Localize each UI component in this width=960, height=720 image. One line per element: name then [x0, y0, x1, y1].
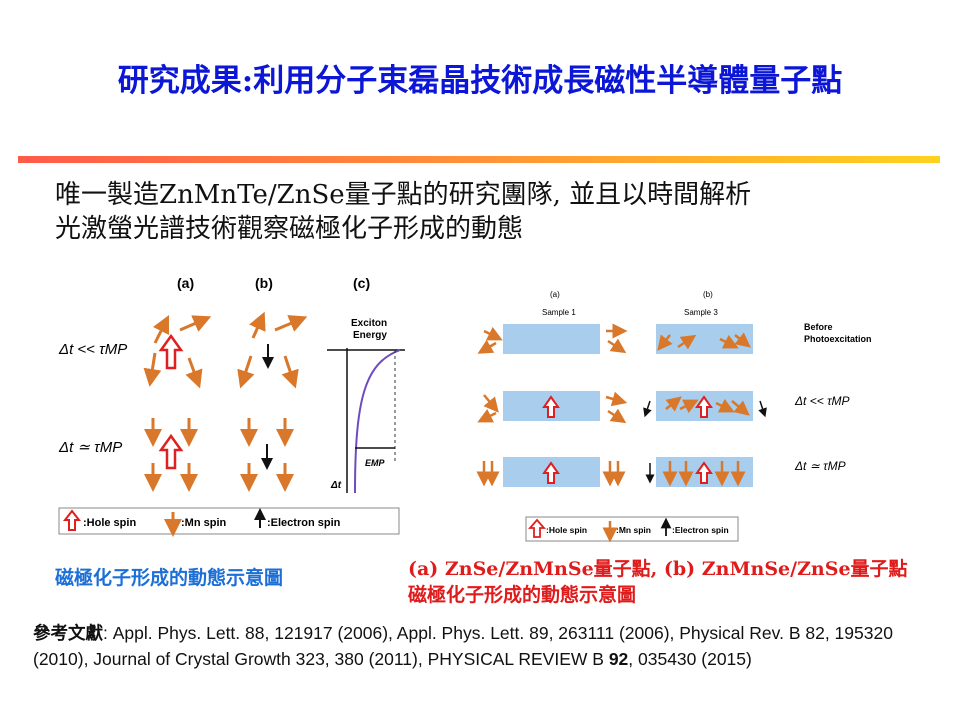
- left-a-row2-hole-arrow: [158, 433, 184, 470]
- left-c-emp-label: EMP: [365, 458, 386, 468]
- right-row1-label: Δt << τMP: [794, 394, 850, 408]
- left-a-row1-mn-arrows: [143, 314, 212, 389]
- right-a-row3-hole-arrow: [542, 461, 560, 484]
- left-legend-mn: :Mn spin: [181, 517, 226, 529]
- right-b-row3-hole-arrow: [695, 461, 713, 484]
- references-text-1: : Appl. Phys. Lett. 88, 121917 (2006), A…: [33, 623, 893, 669]
- left-c-axes: [327, 348, 405, 493]
- right-legend-electron: :Electron spin: [672, 525, 729, 535]
- left-b-row1-mn-arrows: [237, 311, 308, 389]
- left-panel-c-label: (c): [353, 275, 370, 291]
- left-a-row1-hole-arrow: [158, 333, 184, 370]
- left-row1-label: Δt << τMP: [58, 341, 127, 358]
- left-panel-b-label: (b): [255, 275, 273, 291]
- intro-text: 唯一製造ZnMnTe/ZnSe量子點的研究團隊, 並且以時間解析 光激螢光譜技術…: [55, 178, 915, 246]
- right-row2-label: Δt ≃ τMP: [794, 459, 846, 473]
- left-legend-electron: :Electron spin: [267, 517, 341, 529]
- references: 參考文獻: Appl. Phys. Lett. 88, 121917 (2006…: [33, 620, 938, 672]
- right-sample3-label: Sample 3: [684, 308, 718, 317]
- right-figure-caption: (a) ZnSe/ZnMnSe量子點, (b) ZnMnSe/ZnSe量子點 磁…: [408, 556, 908, 608]
- title-lead: 研究成果:: [117, 63, 254, 99]
- page-title: 研究成果:利用分子束磊晶技術成長磁性半導體量子點: [0, 55, 960, 100]
- title-divider: [18, 156, 940, 163]
- right-a-row2-hole-arrow: [542, 395, 560, 418]
- right-legend-hole-icon: [528, 518, 546, 538]
- right-panel-b-label: (b): [703, 290, 713, 299]
- right-caption-line-1: (a) ZnSe/ZnMnSe量子點, (b) ZnMnSe/ZnSe量子點: [408, 558, 908, 580]
- right-figure: (a) Sample 1 (b) Sample 3 Before Photoex…: [476, 290, 872, 543]
- left-panel-a-label: (a): [177, 275, 194, 291]
- right-mn-arrows: [476, 323, 751, 487]
- left-legend-box: [58, 507, 400, 535]
- left-c-dt-label: Δt: [330, 480, 342, 491]
- right-panel-a-label: (a): [550, 290, 560, 299]
- right-sample1-label: Sample 1: [542, 308, 576, 317]
- left-a-row2-mn-arrows: [144, 418, 198, 492]
- right-b-row2-hole-arrow: [695, 395, 713, 418]
- right-caption-line-2: 磁極化子形成的動態示意圖: [408, 584, 637, 606]
- title-rest: 利用分子束磊晶技術成長磁性半導體量子點: [253, 63, 843, 99]
- references-label: 參考文獻: [33, 623, 103, 643]
- references-volume: 92: [608, 649, 629, 669]
- left-c-axis-title-1: Exciton: [351, 318, 387, 329]
- intro-line-2: 光激螢光譜技術觀察磁極化子形成的動態: [55, 214, 524, 244]
- right-before-label-2: Photoexcitation: [804, 334, 872, 344]
- left-figure-caption: 磁極化子形成的動態示意圖: [55, 567, 284, 589]
- left-legend-hole-icon: [62, 509, 82, 531]
- intro-line-1: 唯一製造ZnMnTe/ZnSe量子點的研究團隊, 並且以時間解析: [55, 180, 752, 210]
- right-legend-mn: :Mn spin: [616, 525, 651, 535]
- left-b-row2-mn-arrows: [240, 418, 294, 492]
- right-legend-hole: :Hole spin: [546, 525, 587, 535]
- right-a-sample-row1: [503, 324, 600, 354]
- right-before-label-1: Before: [804, 322, 833, 332]
- left-c-axis-title-2: Energy: [353, 330, 387, 341]
- left-row2-label: Δt ≃ τMP: [58, 439, 122, 456]
- left-legend-hole: :Hole spin: [83, 517, 136, 529]
- references-text-2: , 035430 (2015): [628, 649, 752, 669]
- left-c-energy-curve: [354, 349, 401, 494]
- right-electron-arrows: [643, 400, 767, 484]
- left-figure: (a) (b) (c) Δt << τMP Δt ≃ τMP Exciton E…: [58, 275, 405, 537]
- right-legend-box: [525, 516, 739, 542]
